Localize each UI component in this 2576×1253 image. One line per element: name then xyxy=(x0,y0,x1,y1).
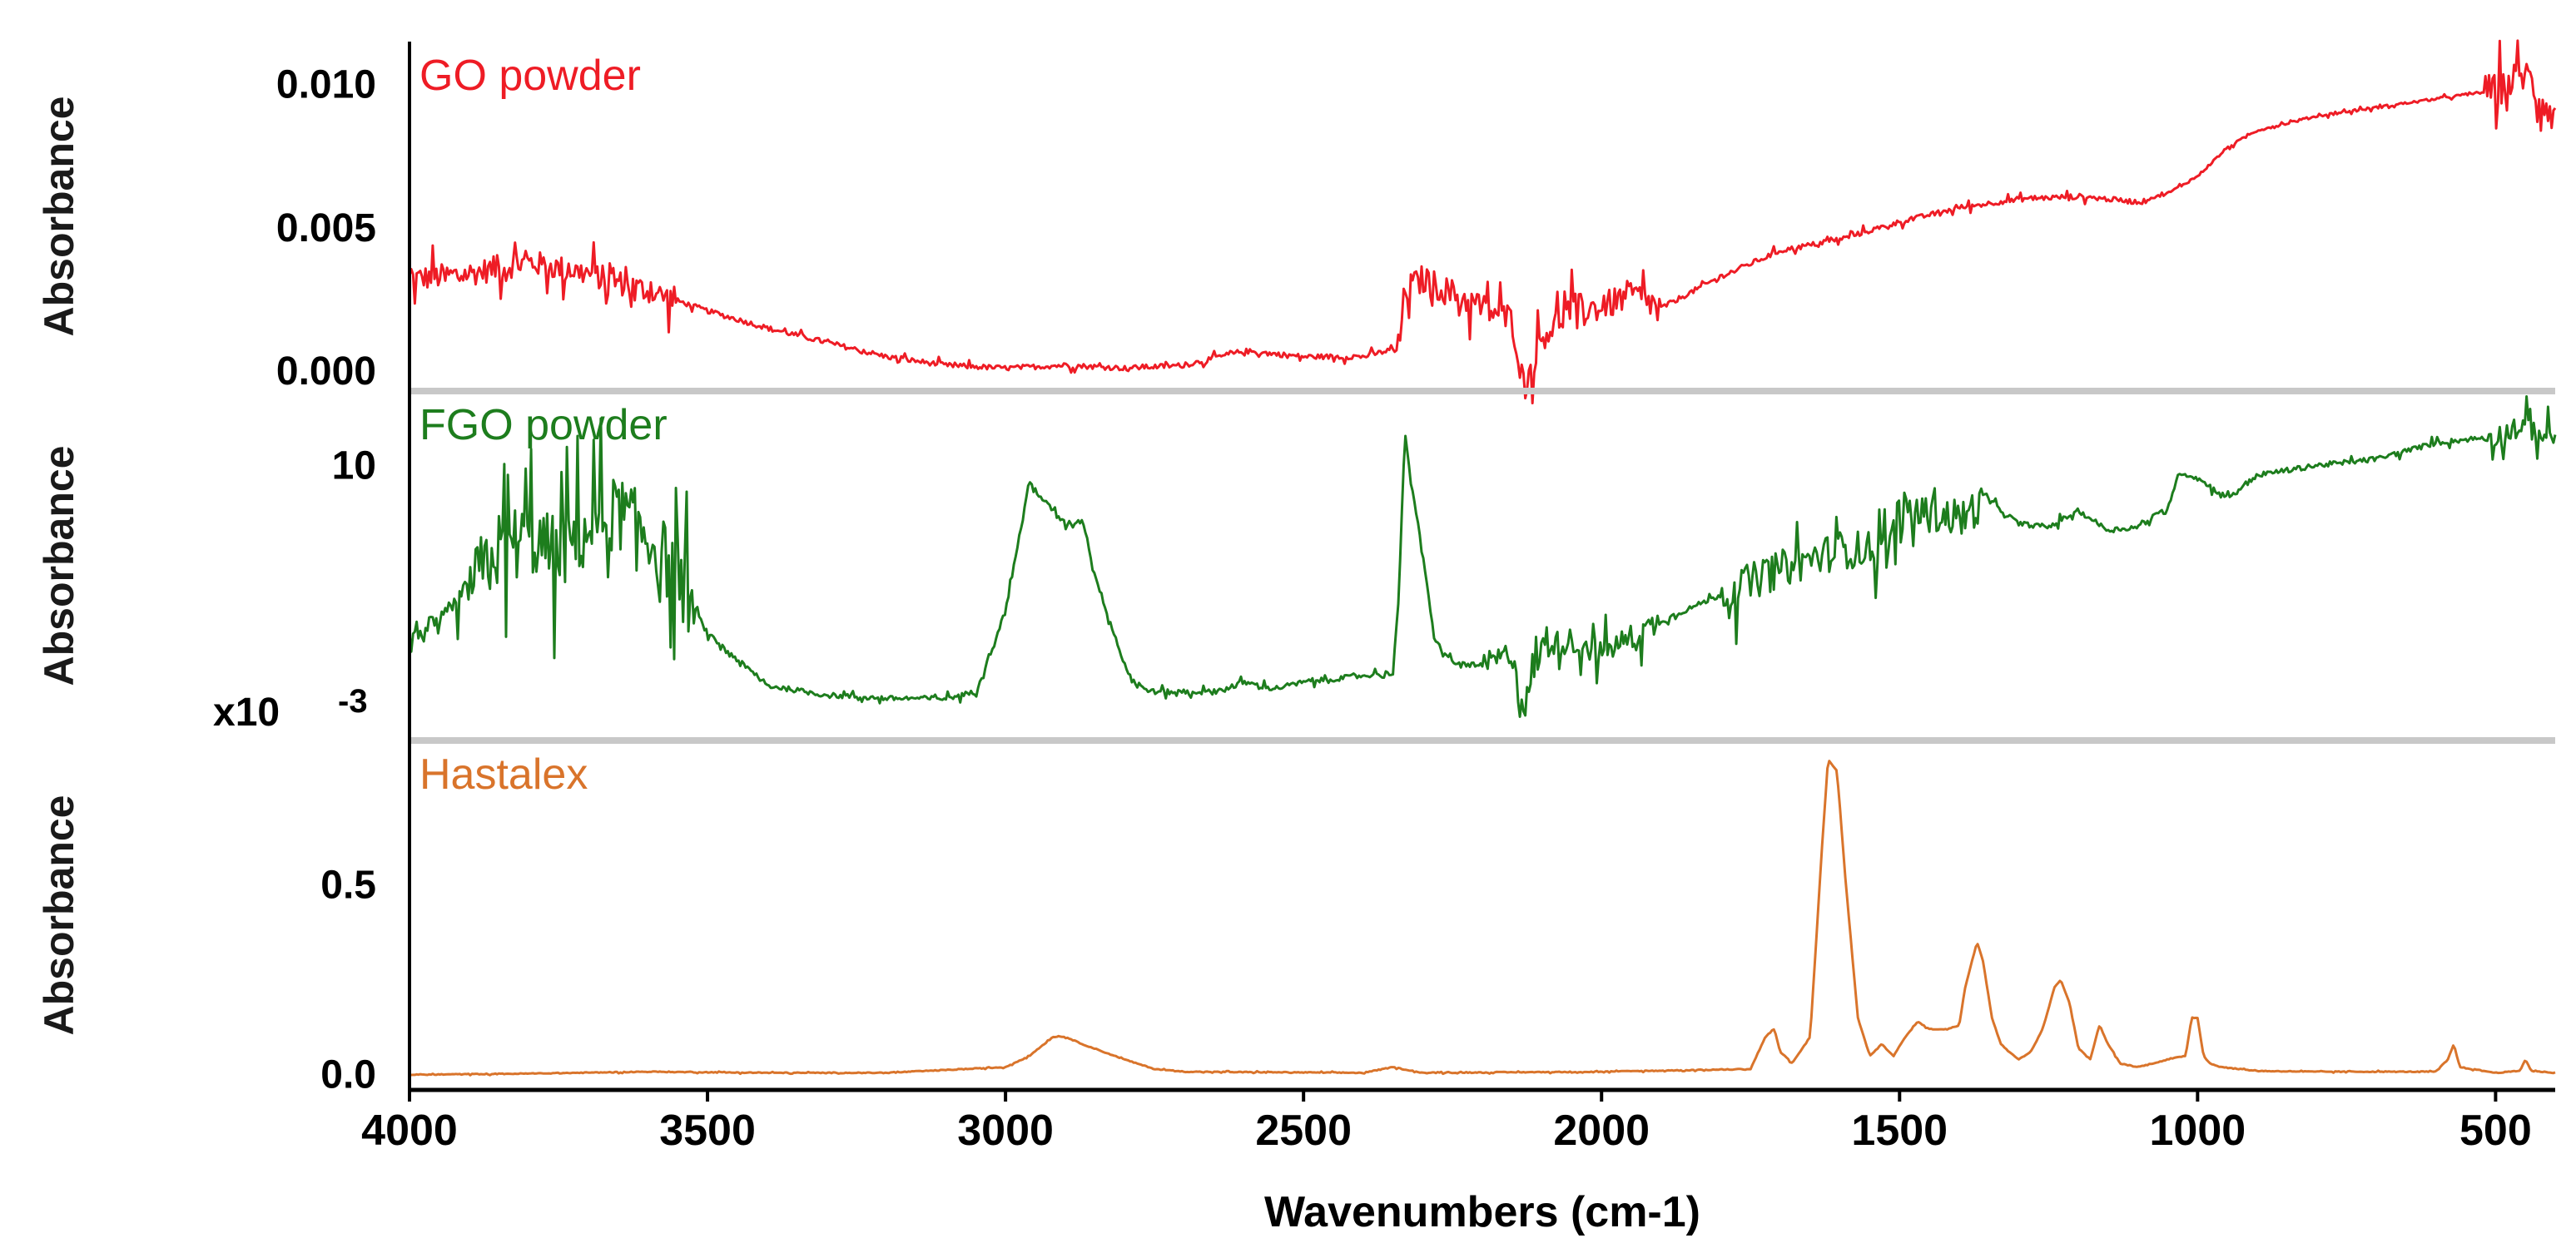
y-axis-label: Absorbance xyxy=(36,795,82,1036)
y-axis-label: Absorbance xyxy=(36,446,82,686)
series-line-2 xyxy=(408,395,2557,718)
series-line-1 xyxy=(408,39,2557,404)
x-tick-label: 1000 xyxy=(2149,1107,2246,1155)
y-multiplier-exponent: -3 xyxy=(338,683,368,720)
y-tick-label: 0.000 xyxy=(276,349,376,394)
x-tick-label: 4000 xyxy=(361,1107,458,1155)
y-tick-label: 0.010 xyxy=(276,63,376,107)
panel-3: Absorbance 0.0 0.5 Hastalex xyxy=(36,750,2556,1097)
y-tick-label: 10 xyxy=(332,443,376,488)
y-tick-label: 0.5 xyxy=(320,863,376,907)
y-tick-label: 0.0 xyxy=(320,1053,376,1097)
panel-1: Absorbance 0.000 0.005 0.010 GO powder xyxy=(36,39,2557,404)
x-tick-label: 500 xyxy=(2459,1107,2532,1155)
y-tick-label: 0.005 xyxy=(276,206,376,250)
x-tick-label: 2500 xyxy=(1255,1107,1352,1155)
x-tick-label: 3000 xyxy=(957,1107,1054,1155)
y-axis-label: Absorbance xyxy=(36,97,82,337)
panel-2: Absorbance 10 x10 -3 FGO powder xyxy=(36,395,2557,744)
y-multiplier: x10 xyxy=(213,691,280,735)
x-tick-label: 2000 xyxy=(1553,1107,1650,1155)
series-line-3 xyxy=(409,760,2556,1077)
x-axis-label: Wavenumbers (cm-1) xyxy=(1264,1188,1700,1236)
x-tick-label: 3500 xyxy=(659,1107,756,1155)
x-tick-label: 1500 xyxy=(1851,1107,1948,1155)
series-label: FGO powder xyxy=(419,401,668,449)
series-label: GO powder xyxy=(419,52,641,100)
series-label: Hastalex xyxy=(419,750,588,799)
